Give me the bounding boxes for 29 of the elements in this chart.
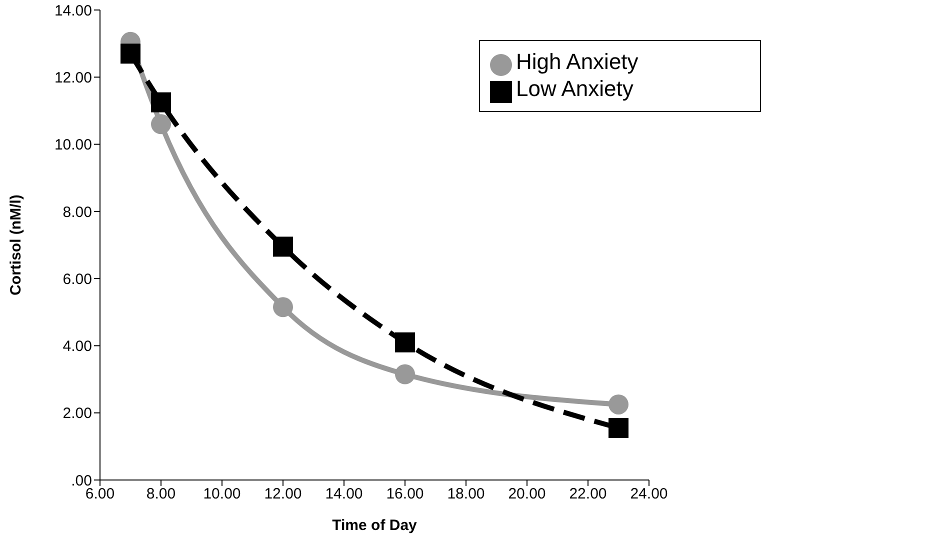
y-tick-label: 8.00 — [62, 204, 92, 221]
x-tick-label: 24.00 — [630, 486, 668, 503]
x-axis-title: Time of Day — [332, 517, 418, 534]
x-tick-label: 14.00 — [325, 486, 363, 503]
y-tick-label: 6.00 — [62, 270, 92, 288]
x-tick-label: 12.00 — [264, 486, 302, 503]
x-tick-label: 22.00 — [569, 486, 607, 503]
point — [151, 114, 171, 134]
point — [608, 418, 628, 438]
y-tick-label: 2.00 — [62, 405, 92, 422]
legend-label: Low Anxiety — [516, 76, 634, 101]
point — [273, 236, 293, 257]
y-axis-title: Cortisol (nM/l) — [7, 194, 24, 296]
y-tick-label: 14.00 — [54, 2, 92, 20]
point — [608, 394, 628, 414]
x-tick-label: 10.00 — [203, 486, 241, 503]
point — [395, 332, 415, 352]
point — [151, 92, 171, 112]
y-tick-label: 12.00 — [54, 69, 92, 86]
point — [395, 364, 415, 384]
point — [273, 297, 293, 318]
x-tick-label: 16.00 — [386, 486, 424, 503]
legend-label: High Anxiety — [516, 49, 638, 74]
x-tick-label: 8.00 — [146, 486, 176, 503]
x-tick-label: 18.00 — [447, 486, 485, 503]
y-tick-label: 10.00 — [54, 136, 92, 154]
x-tick-label: 20.00 — [508, 486, 546, 503]
y-tick-label: 4.00 — [62, 338, 92, 356]
point — [120, 44, 140, 64]
